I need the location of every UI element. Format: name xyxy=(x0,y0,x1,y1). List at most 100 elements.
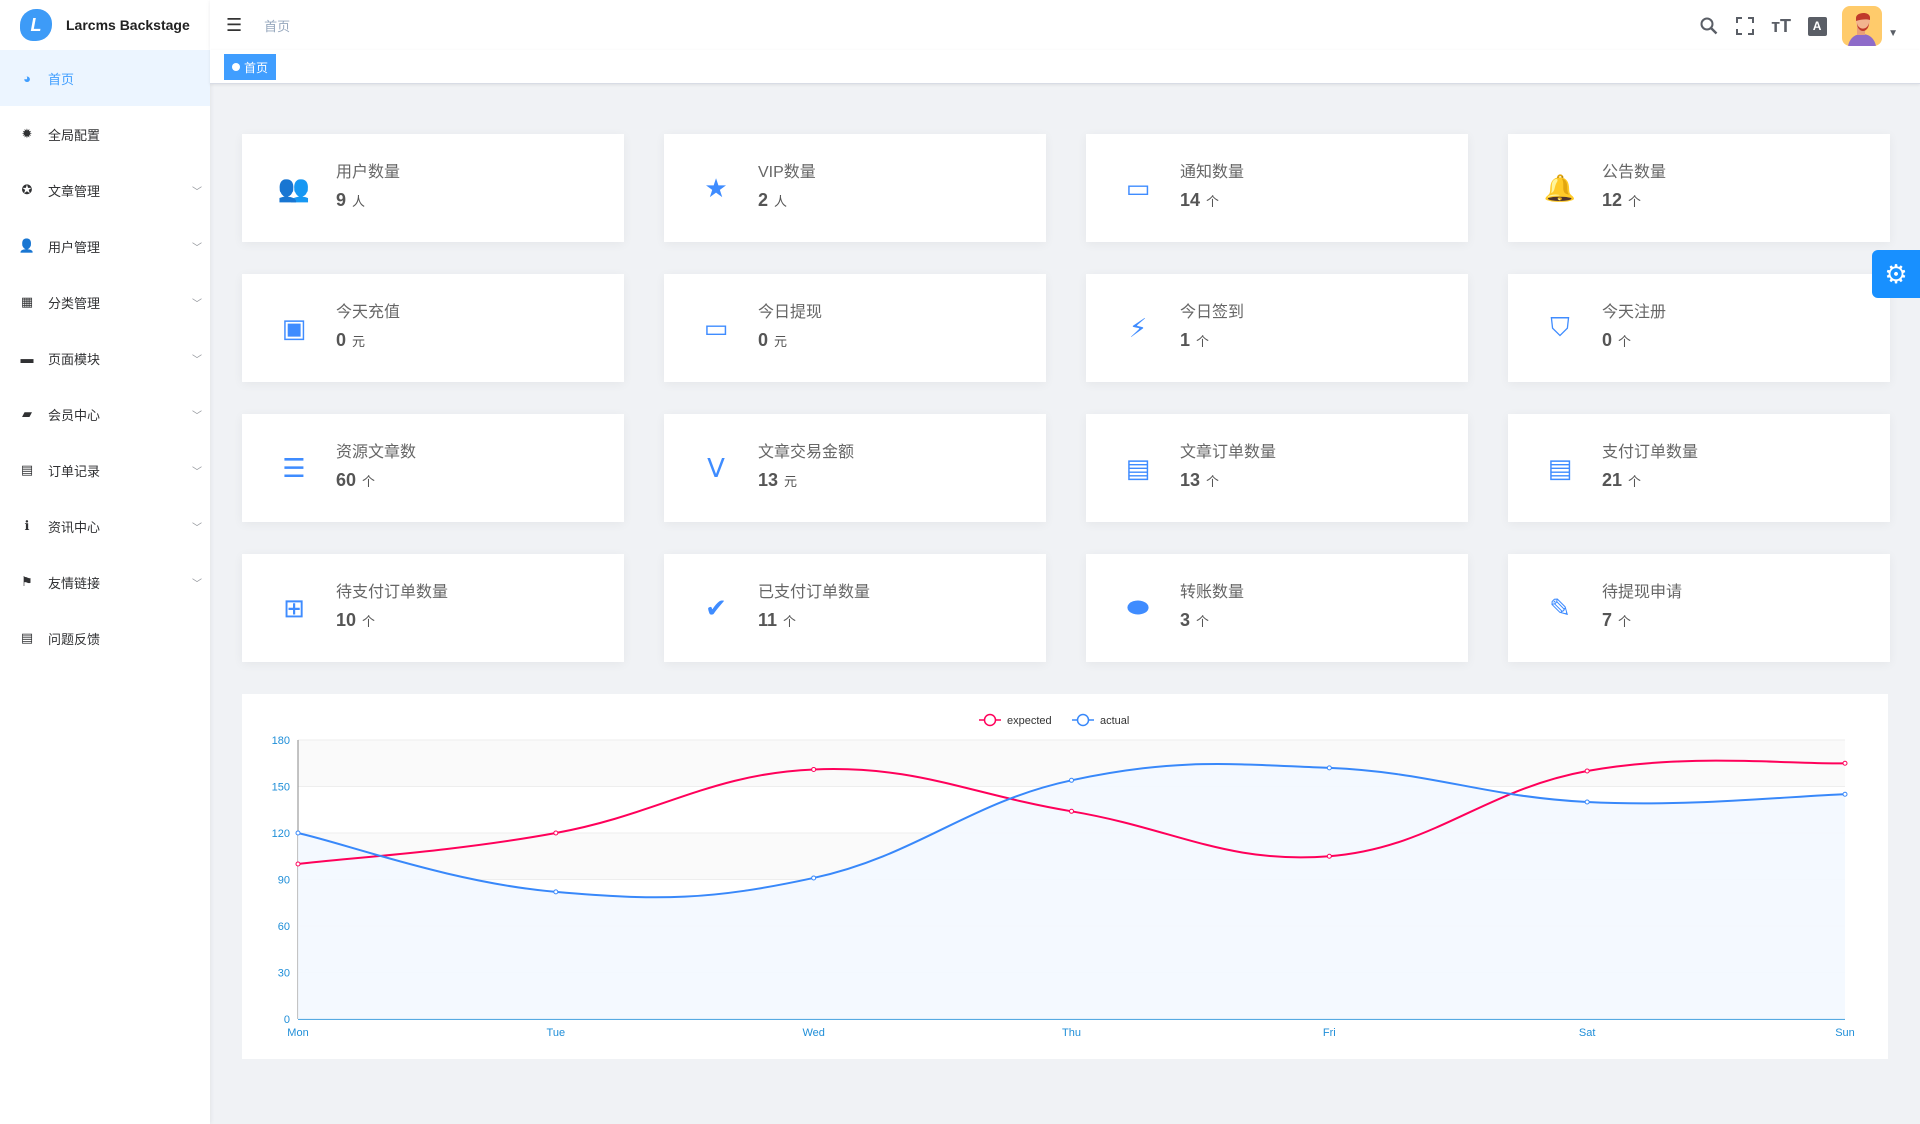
stat-number: 3 xyxy=(1180,610,1191,630)
stat-card[interactable]: ▤ 文章订单数量 13 个 xyxy=(1086,414,1468,522)
settings-gear-button[interactable]: ⚙ xyxy=(1872,250,1920,298)
series-area-actual xyxy=(298,764,1845,1019)
stat-card[interactable]: ▤ 支付订单数量 21 个 xyxy=(1508,414,1890,522)
sidebar-item-5[interactable]: ▬ 页面模块 ﹀ xyxy=(0,330,210,386)
logo-icon: L xyxy=(20,9,52,41)
x-tick-label: Sun xyxy=(1835,1027,1855,1039)
data-point-expected[interactable] xyxy=(811,766,817,772)
breadcrumb[interactable]: 首页 xyxy=(264,18,291,34)
avatar[interactable] xyxy=(1842,6,1883,46)
wallet-icon: ▣ xyxy=(281,312,307,343)
data-point-actual[interactable] xyxy=(1069,777,1074,783)
stat-card[interactable]: Ⅴ 文章交易金额 13 元 xyxy=(664,414,1046,522)
sidebar-item-0[interactable]: ◕ 首页 xyxy=(0,50,210,106)
grid-icon: ▦ xyxy=(20,294,34,309)
logo[interactable]: L Larcms Backstage xyxy=(0,0,210,50)
data-point-expected[interactable] xyxy=(1842,760,1848,766)
stat-unit: 个 xyxy=(1628,474,1642,489)
stat-value: 21 个 xyxy=(1602,470,1641,491)
stat-label: 用户数量 xyxy=(336,164,401,181)
stat-card[interactable]: 🔔 公告数量 12 个 xyxy=(1508,134,1890,242)
x-tick-label: Mon xyxy=(287,1027,308,1039)
x-tick-label: Wed xyxy=(802,1027,824,1039)
data-point-actual[interactable] xyxy=(295,830,301,836)
navbar: ☰ 首页 тT A ▼ xyxy=(210,0,1920,50)
font-size-icon[interactable]: тT xyxy=(1771,15,1791,36)
stat-unit: 人 xyxy=(352,194,366,209)
stat-card[interactable]: ★ VIP数量 2 人 xyxy=(664,134,1046,242)
data-point-expected[interactable] xyxy=(1584,768,1590,774)
stat-card[interactable]: 👥 用户数量 9 人 xyxy=(242,134,624,242)
sidebar-item-4[interactable]: ▦ 分类管理 ﹀ xyxy=(0,274,210,330)
data-point-expected[interactable] xyxy=(1326,853,1332,859)
search-icon[interactable] xyxy=(1698,15,1720,37)
stat-label: 资源文章数 xyxy=(336,444,417,461)
data-point-actual[interactable] xyxy=(1326,765,1332,771)
stat-value: 10 个 xyxy=(336,610,375,631)
sidebar-item-6[interactable]: ▰ 会员中心 ﹀ xyxy=(0,386,210,442)
data-point-actual[interactable] xyxy=(1842,791,1848,797)
stat-card[interactable]: ⛉ 今天注册 0 个 xyxy=(1508,274,1890,382)
legend-item-expected[interactable]: expected xyxy=(979,713,1052,728)
stat-unit: 个 xyxy=(362,474,376,489)
bag-icon: ▰ xyxy=(22,406,32,421)
stat-number: 60 xyxy=(336,470,357,490)
sidebar-item-10[interactable]: ▤ 问题反馈 xyxy=(0,610,210,666)
stat-card[interactable]: ▭ 今日提现 0 元 xyxy=(664,274,1046,382)
sidebar-item-9[interactable]: ⚑ 友情链接 ﹀ xyxy=(0,554,210,610)
stat-unit: 个 xyxy=(783,614,797,629)
x-tick-label: Fri xyxy=(1323,1027,1336,1039)
y-tick-label: 90 xyxy=(278,875,290,887)
legend-item-actual[interactable]: actual xyxy=(1072,713,1129,728)
hamburger-icon[interactable]: ☰ xyxy=(226,14,243,35)
stat-card[interactable]: ✎ 待提现申请 7 个 xyxy=(1508,554,1890,662)
sidebar-item-label: 全局配置 xyxy=(48,127,101,143)
stat-unit: 元 xyxy=(352,334,366,349)
sidebar-item-3[interactable]: 👤 用户管理 ﹀ xyxy=(0,218,210,274)
stat-label: 待提现申请 xyxy=(1602,584,1683,601)
sidebar-item-8[interactable]: ℹ 资讯中心 ﹀ xyxy=(0,498,210,554)
chevron-down-icon: ﹀ xyxy=(192,410,202,422)
data-point-actual[interactable] xyxy=(553,889,559,895)
settings-icon: ✪ xyxy=(21,182,33,197)
stat-number: 10 xyxy=(336,610,357,630)
x-tick-label: Thu xyxy=(1062,1027,1081,1039)
stat-number: 0 xyxy=(1602,330,1613,350)
data-point-expected[interactable] xyxy=(553,830,559,836)
data-point-actual[interactable] xyxy=(811,875,817,881)
stat-card[interactable]: ⚡ 今日签到 1 个 xyxy=(1086,274,1468,382)
data-point-expected[interactable] xyxy=(1069,808,1074,814)
stat-unit: 个 xyxy=(1196,334,1210,349)
stat-card[interactable]: ☰ 资源文章数 60 个 xyxy=(242,414,624,522)
chevron-down-icon: ﹀ xyxy=(192,522,202,534)
info-icon: ℹ xyxy=(24,518,30,533)
paid-order-icon: ✔ xyxy=(705,592,727,623)
stat-card[interactable]: ▭ 通知数量 14 个 xyxy=(1086,134,1468,242)
cash-icon: ▭ xyxy=(703,312,729,343)
monitor-icon: ▬ xyxy=(20,350,34,366)
chevron-down-icon: ﹀ xyxy=(192,466,202,478)
stat-card[interactable]: ⬬ 转账数量 3 个 xyxy=(1086,554,1468,662)
data-point-actual[interactable] xyxy=(1584,799,1590,805)
stat-number: 12 xyxy=(1602,190,1623,210)
stat-card[interactable]: ▣ 今天充值 0 元 xyxy=(242,274,624,382)
stat-card[interactable]: ⊞ 待支付订单数量 10 个 xyxy=(242,554,624,662)
fullscreen-icon[interactable] xyxy=(1734,15,1756,37)
app-title: Larcms Backstage xyxy=(66,17,190,33)
chevron-down-icon[interactable]: ▼ xyxy=(1888,27,1898,39)
tag-home[interactable]: 首页 xyxy=(224,54,277,80)
sidebar-item-2[interactable]: ✪ 文章管理 ﹀ xyxy=(0,162,210,218)
sidebar-item-1[interactable]: ✹ 全局配置 xyxy=(0,106,210,162)
stat-number: 7 xyxy=(1602,610,1613,630)
stat-label: 今天注册 xyxy=(1602,304,1667,321)
sidebar-item-7[interactable]: ▤ 订单记录 ﹀ xyxy=(0,442,210,498)
stat-label: 文章交易金额 xyxy=(758,444,855,461)
stat-card[interactable]: ✔ 已支付订单数量 11 个 xyxy=(664,554,1046,662)
stat-number: 13 xyxy=(758,470,779,490)
data-point-expected[interactable] xyxy=(295,861,301,867)
vip-badge-icon: ★ xyxy=(704,172,728,203)
translate-icon[interactable]: A xyxy=(1806,15,1828,37)
